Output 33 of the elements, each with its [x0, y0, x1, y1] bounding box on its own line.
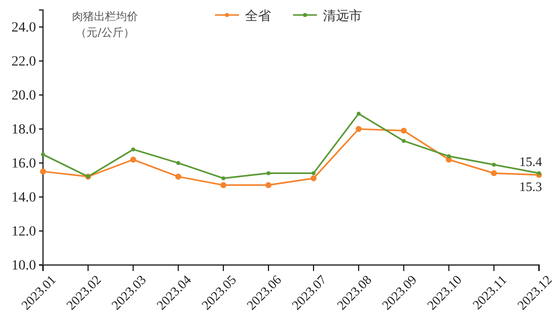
y-tick-label: 16.0 [12, 156, 36, 172]
point [175, 174, 182, 180]
data-label: 15.3 [519, 178, 542, 194]
point [446, 154, 451, 158]
point [41, 152, 45, 156]
point [40, 168, 46, 174]
point [310, 175, 317, 182]
y-tick-label: 10.0 [12, 258, 36, 274]
point [176, 161, 180, 165]
y-tick-label: 22.0 [12, 54, 36, 70]
y-axis-title: 肉猪出栏均价（元/公斤） [72, 10, 138, 39]
legend-label: 清远市 [323, 9, 362, 24]
point [490, 170, 497, 176]
point [356, 112, 361, 116]
point [400, 128, 407, 134]
y-tick-label: 14.0 [12, 190, 36, 206]
point [312, 171, 316, 176]
y-tick-label: 18.0 [12, 122, 36, 138]
point [221, 176, 226, 180]
data-label: 15.4 [519, 154, 542, 170]
point [220, 182, 226, 188]
point [266, 171, 270, 176]
point [130, 156, 136, 163]
point [402, 138, 406, 143]
y-tick-label: 24.0 [12, 20, 36, 36]
point [265, 182, 272, 188]
y-tick-label: 12.0 [12, 224, 36, 240]
legend-label: 全省 [245, 9, 271, 24]
point [492, 162, 496, 167]
point [356, 126, 362, 132]
point [537, 171, 541, 176]
y-tick-label: 20.0 [12, 88, 36, 104]
point [131, 147, 136, 152]
